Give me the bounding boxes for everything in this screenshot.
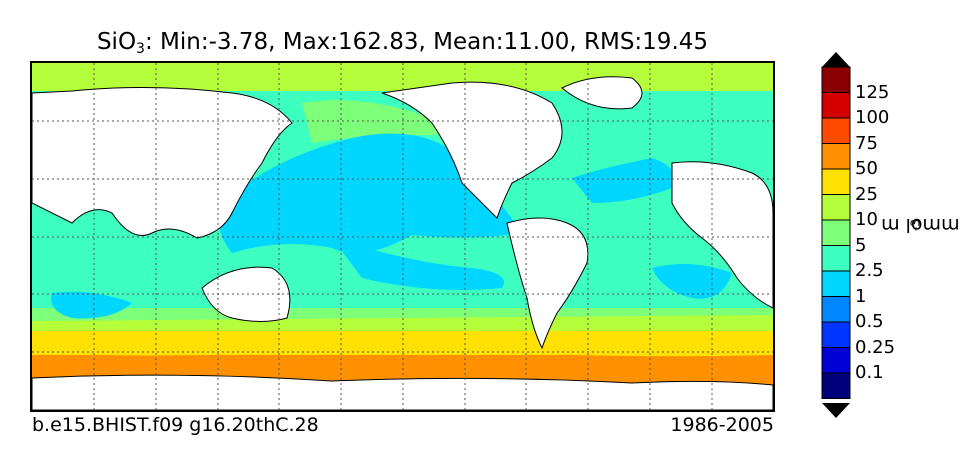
colorbar-box bbox=[821, 143, 851, 170]
colorbar-box bbox=[821, 219, 851, 246]
south-pacific-oligotrophic bbox=[332, 238, 504, 291]
colorbar-over-arrow bbox=[822, 52, 850, 67]
colorbar-tick-label: 25 bbox=[855, 183, 878, 205]
north-atlantic-oligotrophic bbox=[572, 158, 675, 203]
south-atlantic-oligotrophic bbox=[652, 264, 732, 299]
africa-landmass bbox=[671, 161, 773, 309]
colorbar-tick-label: 1 bbox=[855, 285, 867, 307]
colorbar-tick-label: 0.5 bbox=[855, 311, 884, 332]
colorbar-box bbox=[821, 66, 851, 93]
plot-title: SiO3: Min:-3.78, Max:162.83, Mean:11.00,… bbox=[30, 26, 775, 65]
colorbar-box bbox=[821, 372, 851, 399]
colorbar-boxes bbox=[821, 66, 851, 399]
arctic-band bbox=[32, 63, 773, 91]
colorbar-box bbox=[821, 347, 851, 374]
case-name-label: b.e15.BHIST.f09 g16.20thC.28 bbox=[32, 414, 319, 436]
colorbar-tick-label: 100 bbox=[855, 107, 890, 128]
colorbar-box bbox=[821, 296, 851, 323]
graticule bbox=[32, 63, 773, 410]
colorbar-box bbox=[821, 321, 851, 348]
unit-base: mmol m bbox=[880, 214, 960, 236]
colorbar bbox=[821, 52, 851, 418]
north-america-landmass bbox=[381, 81, 563, 219]
asia-landmass bbox=[32, 86, 293, 239]
period-label: 1986-2005 bbox=[670, 414, 774, 436]
greenland-landmass bbox=[561, 76, 643, 110]
south-america-landmass bbox=[506, 217, 589, 350]
colorbar-box bbox=[821, 92, 851, 119]
map-panel bbox=[30, 61, 775, 412]
title-species: SiO bbox=[96, 29, 137, 55]
colorbar-box bbox=[821, 117, 851, 144]
colorbar-unit-label: mmol m -3 bbox=[881, 160, 959, 290]
colorbar-tick-label: 50 bbox=[855, 158, 878, 179]
colorbar-under-arrow bbox=[822, 403, 850, 418]
north-pacific-band bbox=[302, 100, 472, 143]
colorbar-tick-label: 10 bbox=[855, 209, 878, 230]
colorbar-box bbox=[821, 194, 851, 221]
colorbar-tick-label: 0.25 bbox=[855, 336, 896, 358]
colorbar-box bbox=[821, 270, 851, 297]
map-svg bbox=[32, 63, 773, 410]
indian-oligotrophic bbox=[51, 291, 132, 319]
colorbar-box bbox=[821, 245, 851, 272]
colorbar-tick-label: 125 bbox=[855, 81, 890, 103]
australia-landmass bbox=[201, 266, 291, 322]
title-stats: : Min:-3.78, Max:162.83, Mean:11.00, RMS… bbox=[144, 29, 709, 55]
colorbar-tick-label: 0.1 bbox=[855, 362, 884, 383]
colorbar-tick-label: 5 bbox=[855, 234, 867, 256]
colorbar-box bbox=[821, 168, 851, 195]
colorbar-tick-label: 75 bbox=[855, 132, 878, 154]
colorbar-tick-label: 2.5 bbox=[855, 260, 884, 281]
title-subscript: 3 bbox=[136, 41, 145, 57]
pacific-oligotrophic-region bbox=[218, 133, 522, 254]
